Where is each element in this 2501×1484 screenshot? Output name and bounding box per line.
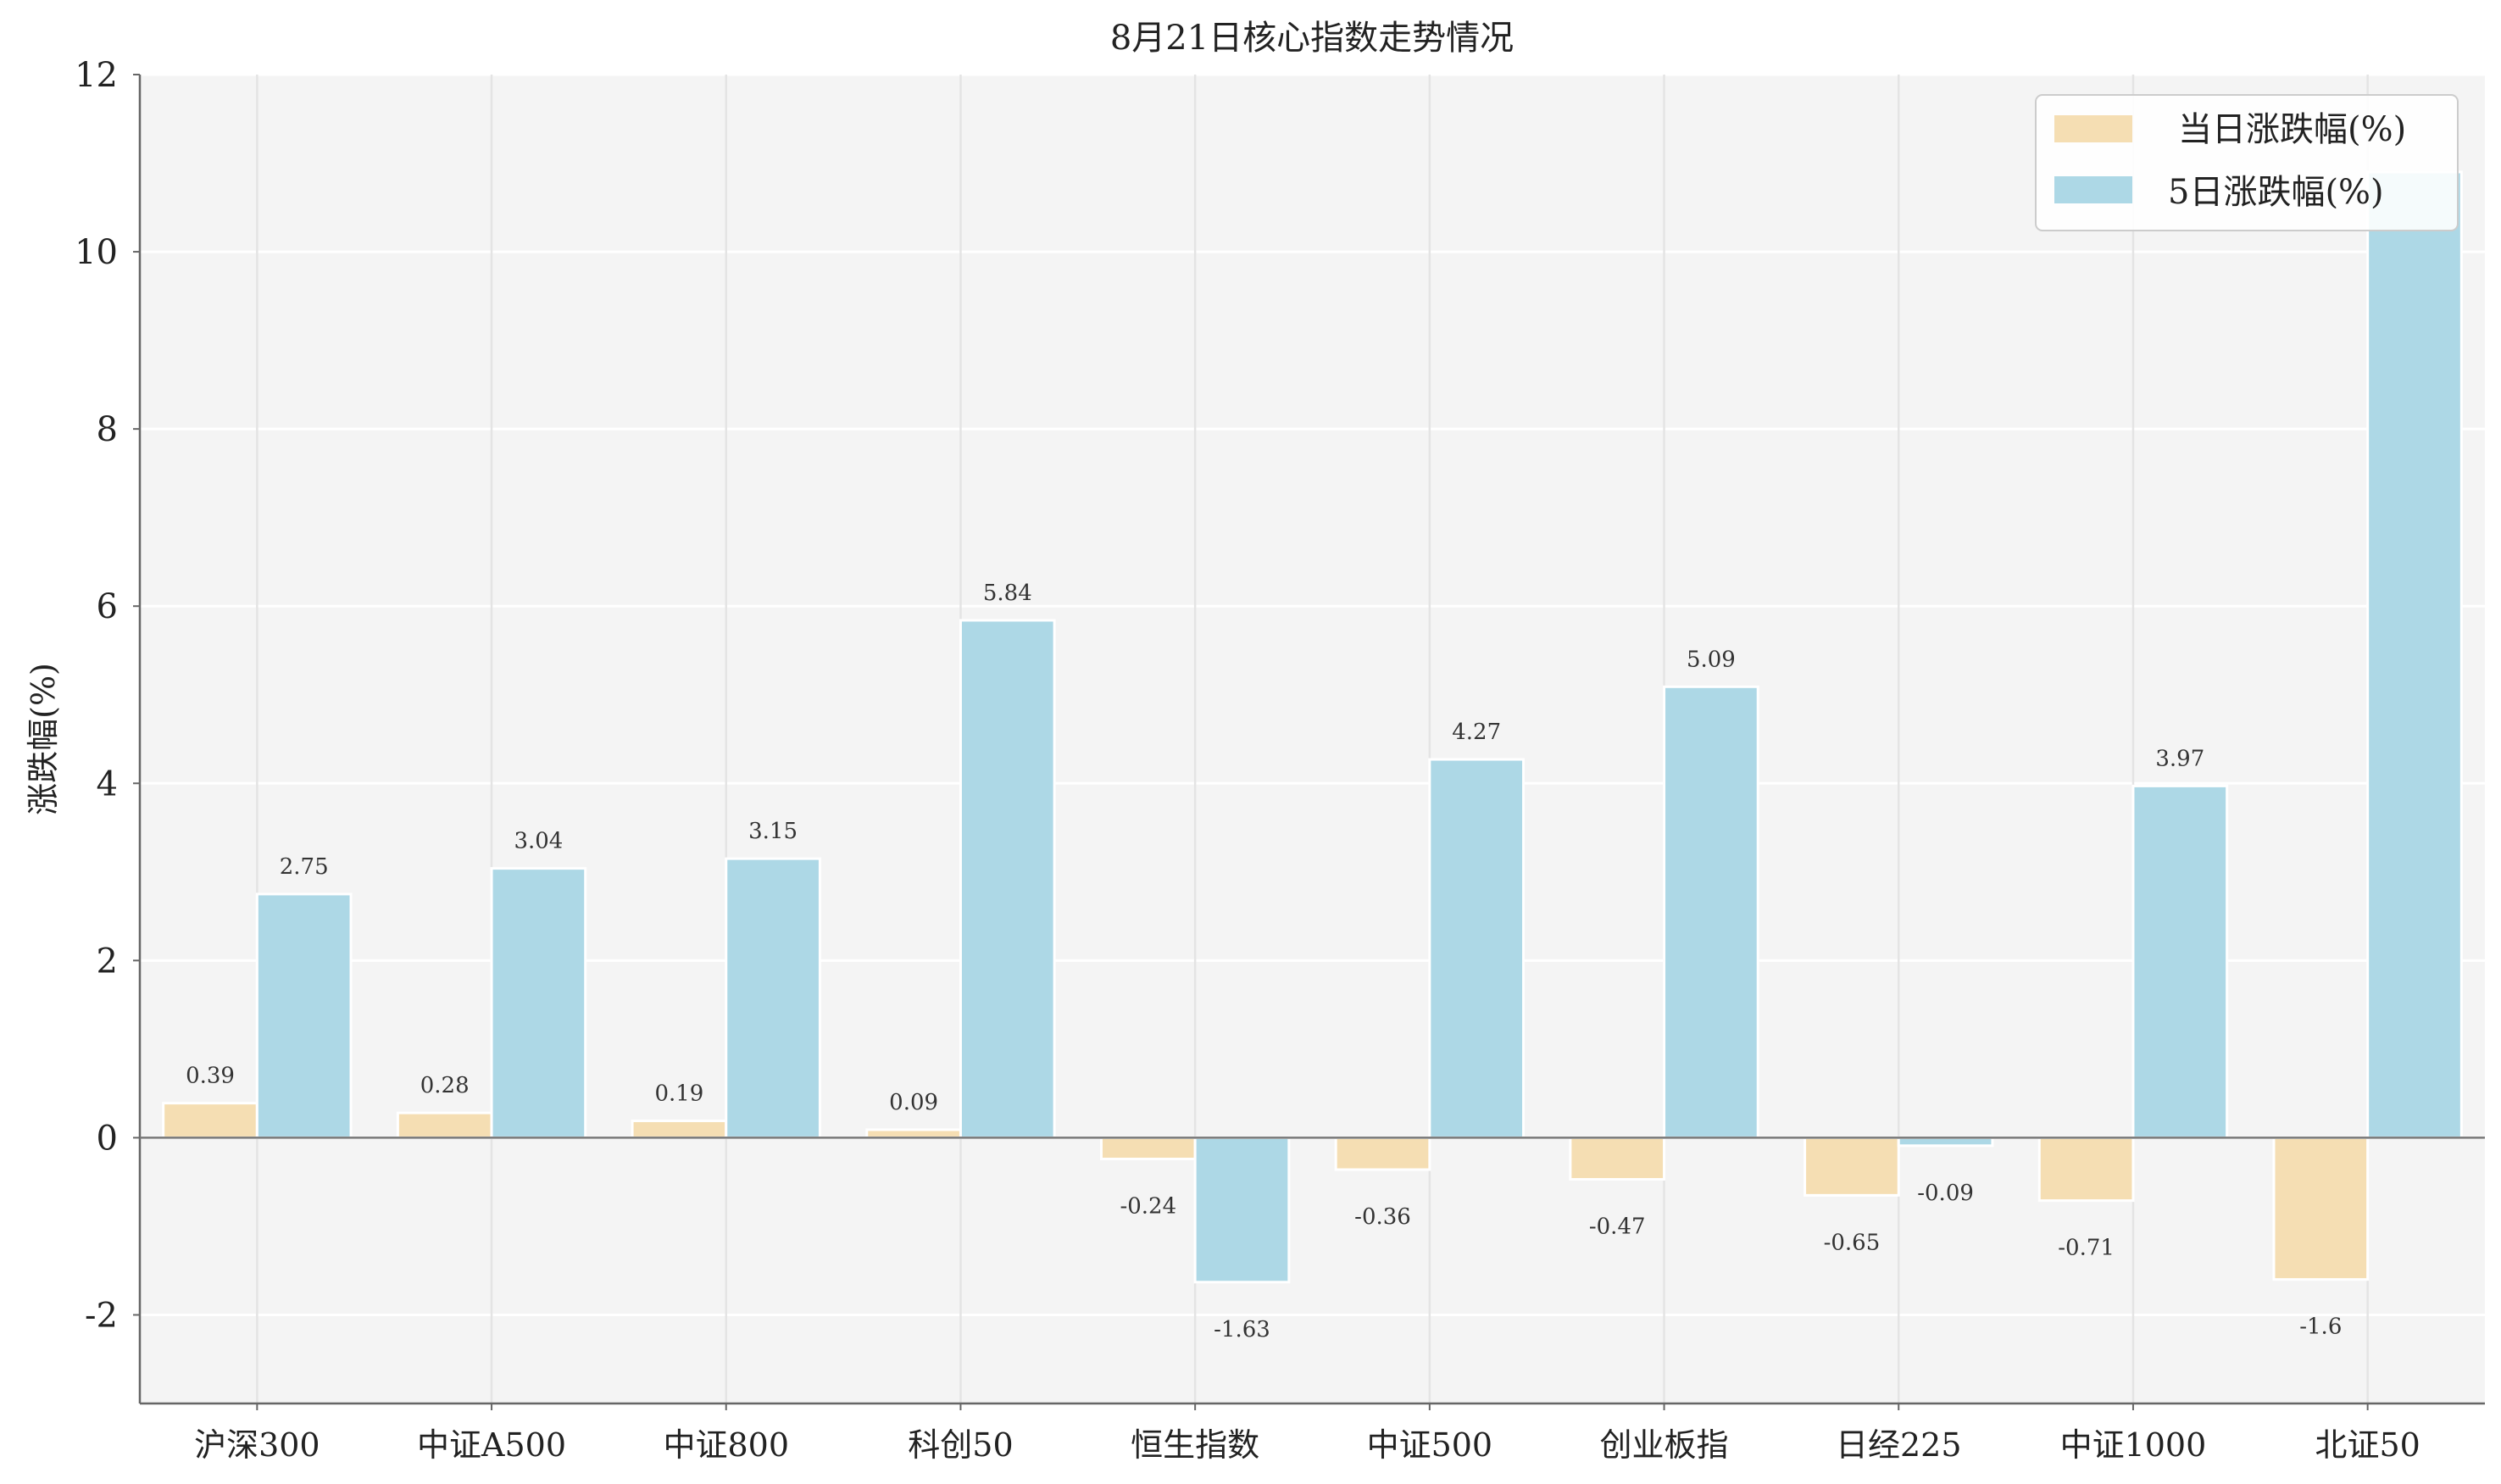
bar-daily (1569, 1136, 1666, 1181)
x-tick-label: 中证500 (1367, 1426, 1493, 1464)
data-label: 0.39 (186, 1064, 235, 1089)
legend-swatch-5day (2054, 176, 2132, 203)
data-label: -0.36 (1354, 1204, 1411, 1230)
data-label: 2.75 (280, 854, 329, 880)
y-axis-label: 涨跌幅(%) (25, 663, 62, 815)
bar-daily (1099, 1136, 1197, 1160)
bar-daily (865, 1128, 962, 1139)
x-tick-label: 科创50 (908, 1426, 1013, 1464)
data-label: -0.65 (1824, 1230, 1881, 1255)
value-labels: 0.39 0.28 0.19 0.09 -0.24 -0.36 -0.47 -0.65 -0.7… (186, 581, 2342, 1342)
bar-daily (162, 1102, 258, 1139)
bar-5day (490, 867, 587, 1139)
data-label: -0.09 (1917, 1181, 1974, 1206)
bars (162, 170, 2463, 1284)
data-label: -0.24 (1120, 1193, 1176, 1219)
bar-daily (1803, 1136, 1900, 1197)
x-tick-label: 恒生指数 (1131, 1426, 1259, 1464)
ticks: -2 0 2 4 6 8 10 12 沪深300 中证A500 中证800 科创50 恒生指数 中证500… (75, 56, 2420, 1464)
bar-5day (255, 892, 353, 1139)
y-tick-label: 12 (75, 56, 118, 95)
data-label: -1.63 (1214, 1317, 1270, 1342)
bar-5day (1897, 1136, 1994, 1148)
data-label: 3.97 (2155, 746, 2204, 771)
y-tick-label: 2 (97, 942, 118, 981)
y-tick-label: 4 (97, 764, 118, 803)
data-label: 0.19 (654, 1081, 703, 1107)
bar-daily (2037, 1136, 2135, 1203)
x-tick-label: 中证800 (663, 1426, 789, 1464)
x-tick-label: 北证50 (2315, 1426, 2420, 1464)
y-tick-label: 6 (97, 587, 118, 626)
data-label: 4.27 (1452, 720, 1501, 745)
data-label: 3.04 (514, 829, 563, 854)
chart-title: 8月21日核心指数走势情况 (1110, 19, 1514, 58)
data-label: 3.15 (748, 819, 798, 844)
bar-daily (396, 1111, 493, 1139)
data-label: 5.84 (983, 581, 1032, 606)
y-tick-label: -2 (85, 1296, 118, 1335)
bar-5day (1428, 758, 1526, 1139)
bar-daily (1334, 1136, 1431, 1171)
data-label: -0.47 (1589, 1214, 1646, 1240)
bar-daily (2272, 1136, 2370, 1281)
x-tick-label: 中证A500 (417, 1426, 566, 1464)
bar-5day (959, 619, 1056, 1139)
data-label: 5.09 (1687, 647, 1736, 672)
bar-5day (1663, 685, 1759, 1139)
y-tick-label: 8 (97, 410, 118, 449)
bar-daily (631, 1120, 728, 1139)
legend-swatch-daily (2054, 115, 2132, 142)
x-tick-label: 日经225 (1836, 1426, 1962, 1464)
axes (138, 75, 2485, 1405)
legend-box (2035, 94, 2459, 231)
bar-5day (2366, 170, 2463, 1139)
data-label: -1.6 (2299, 1314, 2342, 1340)
bar-5day (1193, 1136, 1291, 1284)
bar-5day (2131, 784, 2229, 1139)
y-tick-label: 0 (97, 1119, 118, 1158)
data-label: 0.28 (420, 1073, 470, 1098)
y-tick-label: 10 (75, 233, 118, 272)
x-tick-label: 创业板指 (1600, 1426, 1729, 1464)
x-tick-label: 沪深300 (194, 1426, 320, 1464)
bar-5day (725, 857, 821, 1139)
legend: 当日涨跌幅(%) 5日涨跌幅(%) (2035, 94, 2459, 231)
legend-label-daily: 当日涨跌幅(%) (2178, 110, 2406, 149)
data-label: 0.09 (889, 1090, 938, 1115)
x-tick-label: 中证1000 (2060, 1426, 2207, 1464)
legend-label-5day: 5日涨跌幅(%) (2168, 173, 2384, 212)
data-label: -0.71 (2058, 1236, 2115, 1261)
